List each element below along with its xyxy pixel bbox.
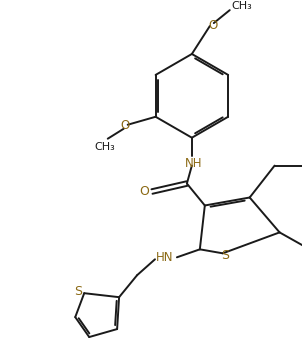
Text: O: O bbox=[139, 185, 149, 198]
Text: O: O bbox=[120, 119, 129, 132]
Text: CH₃: CH₃ bbox=[231, 1, 252, 11]
Text: S: S bbox=[74, 285, 82, 298]
Text: HN: HN bbox=[156, 251, 174, 264]
Text: CH₃: CH₃ bbox=[95, 142, 115, 152]
Text: O: O bbox=[208, 19, 217, 32]
Text: S: S bbox=[221, 249, 229, 262]
Text: NH: NH bbox=[185, 157, 203, 170]
